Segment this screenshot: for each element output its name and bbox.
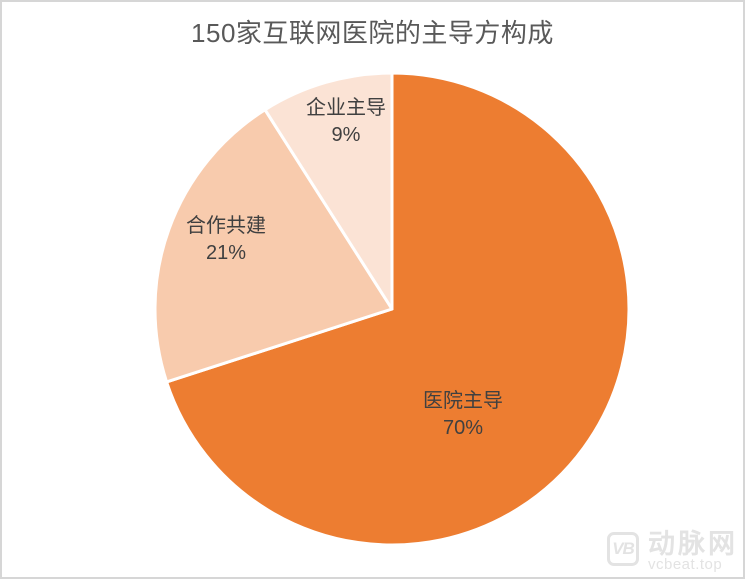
chart-title: 150家互联网医院的主导方构成 [191, 18, 554, 48]
watermark-brand: 动脉网 [648, 529, 738, 559]
slice-label-2: 合作共建 21% [186, 213, 266, 267]
slice-label-3: 企业主导 9% [306, 95, 386, 149]
slice-label-value: 21% [205, 242, 247, 264]
pie-slice-2 [153, 108, 394, 384]
slice-label-value: 9% [331, 124, 361, 146]
slice-label-value: 70% [442, 417, 484, 439]
slice-label-name: 企业主导 [306, 97, 386, 119]
watermark-text: 动脉网 vcbeat.top [648, 529, 738, 573]
pie-slice-1 [165, 71, 631, 547]
watermark-domain: vcbeat.top [648, 556, 723, 573]
pie-slice-3 [263, 71, 394, 311]
vcbeat-logo-icon: VB [607, 532, 639, 566]
slice-label-1: 医院主导 70% [423, 388, 503, 442]
watermark: VB 动脉网 vcbeat.top [607, 529, 738, 573]
slice-label-name: 医院主导 [423, 390, 503, 412]
vcbeat-logo-text: VB [612, 539, 635, 558]
slice-label-name: 合作共建 [186, 215, 266, 237]
